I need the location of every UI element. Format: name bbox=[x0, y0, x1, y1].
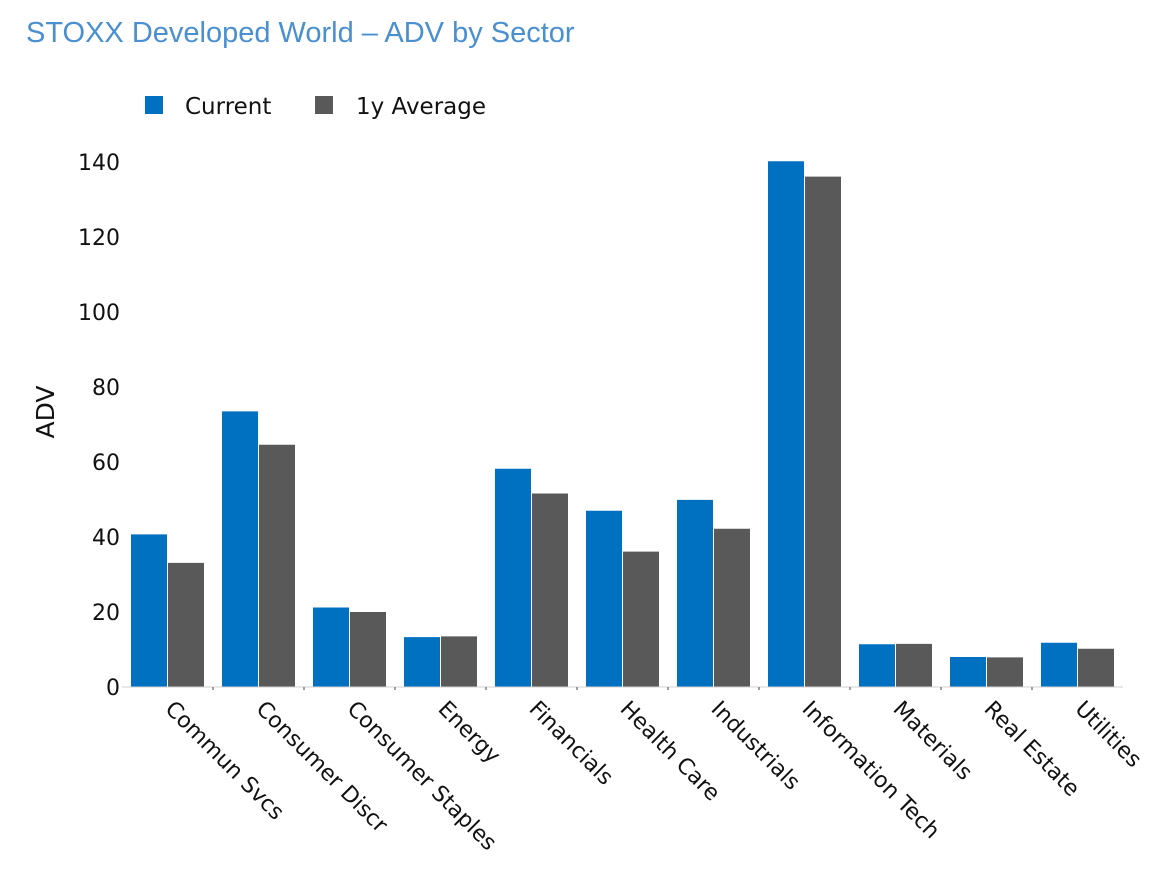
bars bbox=[131, 161, 1114, 687]
bar-current bbox=[1041, 642, 1077, 687]
chart-title: STOXX Developed World – ADV by Sector bbox=[26, 17, 575, 49]
bar-average bbox=[441, 636, 477, 687]
bar-current bbox=[768, 161, 804, 687]
y-tick-label: 20 bbox=[92, 601, 120, 626]
bar-average bbox=[623, 551, 659, 687]
x-tick-label: Consumer Staples bbox=[342, 697, 501, 856]
y-axis: 0 20 40 60 80 100 120 140 bbox=[78, 151, 120, 701]
x-tick-label: Real Estate bbox=[979, 697, 1084, 802]
bar-current bbox=[131, 534, 167, 687]
legend-label-1: Current bbox=[185, 94, 271, 120]
bar-current bbox=[404, 637, 440, 687]
bar-average bbox=[1078, 648, 1114, 687]
x-tick-label: Industrials bbox=[706, 697, 805, 796]
bar-current bbox=[222, 411, 258, 687]
bar-average bbox=[714, 528, 750, 687]
bar-current bbox=[495, 468, 531, 687]
legend: Current 1y Average bbox=[145, 94, 486, 120]
bar-average bbox=[805, 176, 841, 687]
y-tick-label: 0 bbox=[106, 676, 120, 701]
x-tick-label: Financials bbox=[524, 697, 618, 791]
y-tick-label: 80 bbox=[92, 376, 120, 401]
bar-average bbox=[896, 643, 932, 687]
x-tick-label: Materials bbox=[888, 697, 977, 786]
y-tick-label: 140 bbox=[78, 151, 120, 176]
x-tick-label: Utilities bbox=[1070, 697, 1146, 773]
bar-current bbox=[950, 657, 986, 687]
y-tick-label: 120 bbox=[78, 226, 120, 251]
bar-current bbox=[677, 499, 713, 687]
y-tick-label: 100 bbox=[78, 301, 120, 326]
bar-current bbox=[586, 510, 622, 687]
bar-average bbox=[350, 612, 386, 687]
y-tick-label: 40 bbox=[92, 526, 120, 551]
y-axis-label: ADV bbox=[31, 385, 60, 438]
bar-current bbox=[313, 607, 349, 687]
bar-current bbox=[859, 644, 895, 687]
bar-average bbox=[532, 493, 568, 687]
legend-label-2: 1y Average bbox=[356, 94, 486, 120]
bar-average bbox=[168, 562, 204, 687]
legend-swatch-2 bbox=[315, 96, 333, 114]
bar-average bbox=[259, 444, 295, 687]
bar-average bbox=[987, 657, 1023, 687]
x-tick-label: Energy bbox=[433, 697, 505, 769]
y-tick-label: 60 bbox=[92, 451, 120, 476]
legend-swatch-1 bbox=[145, 96, 163, 114]
